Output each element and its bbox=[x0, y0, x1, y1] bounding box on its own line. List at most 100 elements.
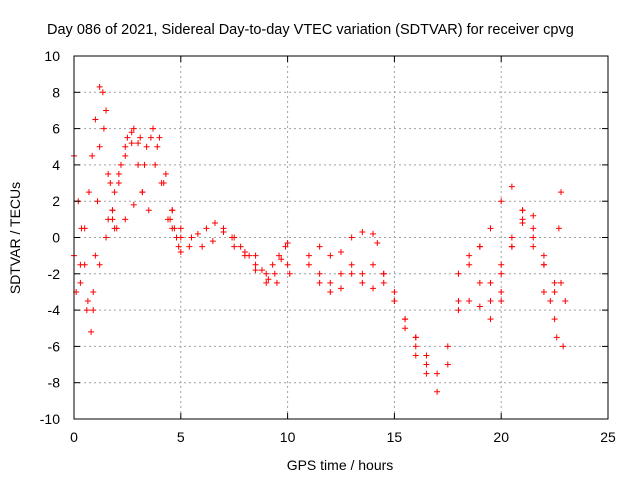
data-point bbox=[271, 270, 278, 277]
y-tick-labels: -10 -8 -6 -4 -2 0 2 4 6 8 10 bbox=[40, 48, 60, 427]
data-point bbox=[466, 298, 473, 305]
data-point bbox=[135, 140, 142, 147]
series-s1 bbox=[71, 89, 118, 335]
data-point bbox=[156, 134, 163, 141]
data-point bbox=[135, 161, 142, 168]
data-point bbox=[487, 279, 494, 286]
data-point bbox=[487, 225, 494, 232]
data-point bbox=[530, 243, 537, 250]
data-point bbox=[327, 279, 334, 286]
data-point bbox=[209, 238, 216, 245]
data-point bbox=[177, 249, 184, 256]
data-point bbox=[258, 267, 265, 274]
data-point bbox=[476, 279, 483, 286]
data-point bbox=[555, 225, 562, 232]
y-axis-label: SDTVAR / TECUs bbox=[7, 182, 23, 294]
y-tick-label: 8 bbox=[52, 84, 60, 100]
data-point bbox=[558, 279, 565, 286]
data-point bbox=[162, 170, 169, 177]
data-point bbox=[487, 298, 494, 305]
data-point bbox=[558, 189, 565, 196]
data-point bbox=[327, 288, 334, 295]
x-tick-label: 10 bbox=[280, 429, 296, 445]
data-point bbox=[391, 298, 398, 305]
y-tick-label: 10 bbox=[44, 48, 60, 64]
data-point bbox=[89, 152, 96, 159]
data-point bbox=[338, 249, 344, 256]
chart-title: Day 086 of 2021, Sidereal Day-to-day VTE… bbox=[47, 22, 574, 38]
data-point bbox=[370, 230, 377, 237]
data-point bbox=[284, 239, 291, 246]
y-tick-label: -8 bbox=[48, 375, 61, 391]
data-point bbox=[305, 252, 312, 259]
data-point bbox=[194, 230, 201, 237]
data-point bbox=[530, 234, 537, 241]
data-point bbox=[466, 261, 473, 268]
data-point bbox=[540, 252, 547, 259]
data-point bbox=[237, 243, 244, 250]
data-point bbox=[77, 261, 84, 268]
data-point bbox=[305, 261, 312, 268]
data-point bbox=[359, 279, 366, 286]
data-point bbox=[380, 279, 387, 286]
y-tick-label: 0 bbox=[52, 230, 60, 246]
data-point bbox=[128, 129, 135, 136]
series-s11 bbox=[305, 261, 419, 341]
data-point bbox=[519, 219, 526, 226]
data-point bbox=[169, 207, 176, 214]
data-point bbox=[186, 243, 193, 250]
data-point bbox=[380, 270, 387, 277]
data-point bbox=[177, 234, 184, 241]
data-point bbox=[348, 261, 355, 268]
data-point bbox=[124, 134, 131, 141]
data-point bbox=[83, 307, 90, 314]
axis-ticks bbox=[73, 55, 609, 420]
data-point bbox=[540, 261, 547, 268]
data-point bbox=[90, 307, 97, 314]
data-point bbox=[158, 180, 165, 187]
data-point bbox=[402, 316, 409, 323]
data-point bbox=[96, 83, 103, 90]
data-point bbox=[498, 261, 505, 268]
data-point bbox=[252, 267, 259, 274]
data-point bbox=[100, 125, 107, 132]
data-point bbox=[231, 234, 238, 241]
data-point bbox=[188, 234, 195, 241]
data-point bbox=[130, 125, 137, 132]
y-tick-label: -4 bbox=[48, 302, 61, 318]
data-point bbox=[508, 234, 515, 241]
data-point bbox=[99, 89, 106, 96]
data-point bbox=[122, 216, 129, 223]
data-point bbox=[551, 316, 558, 323]
data-point bbox=[434, 388, 441, 395]
data-point bbox=[137, 134, 144, 141]
data-point bbox=[348, 234, 355, 241]
x-tick-label: 5 bbox=[177, 429, 185, 445]
data-point bbox=[269, 261, 276, 268]
series-s18 bbox=[498, 212, 567, 350]
data-point bbox=[109, 207, 116, 214]
data-point bbox=[92, 252, 99, 259]
data-point bbox=[231, 243, 238, 250]
data-point bbox=[444, 343, 451, 350]
data-point bbox=[92, 116, 99, 123]
data-point bbox=[412, 343, 419, 350]
series-s14 bbox=[380, 243, 505, 395]
y-tick-label: 4 bbox=[52, 157, 60, 173]
data-point bbox=[122, 152, 129, 159]
data-point bbox=[265, 276, 272, 283]
data-point bbox=[276, 252, 283, 259]
data-point bbox=[370, 285, 377, 292]
data-point bbox=[77, 279, 84, 286]
y-tick-label: 6 bbox=[52, 121, 60, 137]
x-tick-label: 0 bbox=[70, 429, 78, 445]
data-point bbox=[105, 216, 112, 223]
data-point bbox=[103, 234, 110, 241]
data-point bbox=[139, 189, 146, 196]
data-point bbox=[316, 270, 323, 277]
data-point bbox=[141, 161, 148, 168]
data-point bbox=[562, 298, 569, 305]
data-point bbox=[117, 161, 124, 168]
data-point bbox=[551, 288, 558, 295]
series-s19 bbox=[530, 189, 565, 286]
